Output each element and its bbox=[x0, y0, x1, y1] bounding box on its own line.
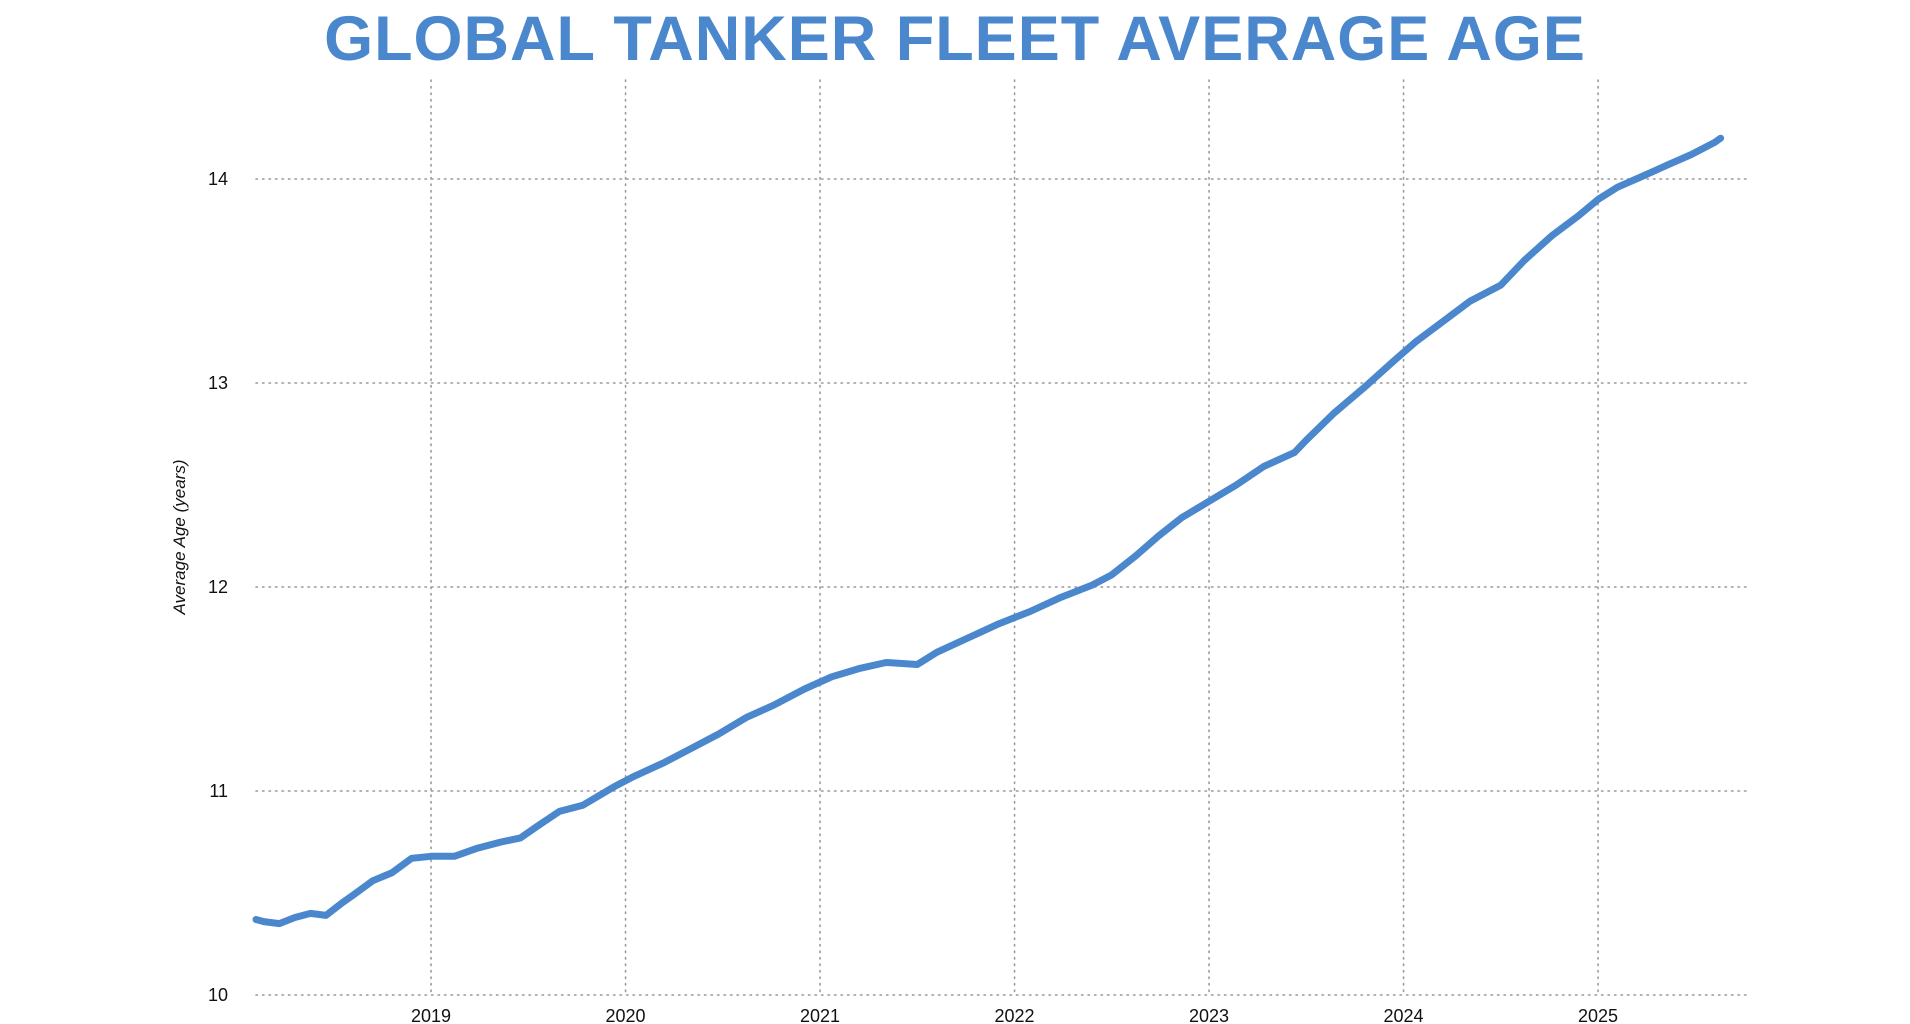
x-tick-label: 2024 bbox=[1384, 1006, 1424, 1024]
grid-lines bbox=[255, 79, 1751, 996]
x-tick-label: 2023 bbox=[1189, 1006, 1229, 1024]
y-tick-label: 14 bbox=[208, 169, 228, 189]
x-tick-label: 2025 bbox=[1578, 1006, 1618, 1024]
y-tick-label: 13 bbox=[208, 373, 228, 393]
y-axis-label: Average Age (years) bbox=[170, 460, 189, 616]
y-tick-label: 10 bbox=[208, 985, 228, 1005]
x-tick-label: 2019 bbox=[411, 1006, 451, 1024]
tick-labels: 10 11 12 13 14 2019 2020 2021 2022 2023 2024 2025 bbox=[208, 169, 1618, 1024]
chart-title: GLOBAL TANKER FLEET AVERAGE AGE bbox=[324, 4, 1586, 74]
y-tick-label: 12 bbox=[208, 577, 228, 597]
x-tick-label: 2022 bbox=[995, 1006, 1035, 1024]
series-group bbox=[252, 134, 1725, 928]
x-tick-label: 2021 bbox=[800, 1006, 840, 1024]
series-line bbox=[252, 134, 1725, 928]
x-tick-label: 2020 bbox=[606, 1006, 646, 1024]
y-tick-label: 11 bbox=[209, 781, 228, 801]
